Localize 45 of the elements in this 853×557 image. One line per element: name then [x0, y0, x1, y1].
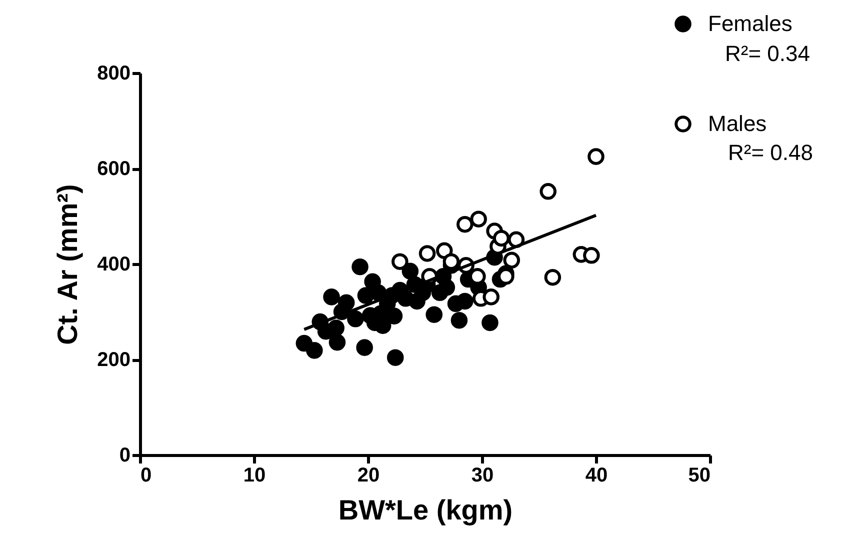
- point: [374, 317, 392, 334]
- y-axis-title: Ct. Ar (mm²): [52, 184, 84, 345]
- point: [338, 294, 355, 312]
- point: [418, 245, 436, 262]
- point: [482, 314, 498, 332]
- point: [306, 342, 323, 359]
- point: [492, 230, 510, 247]
- point: [438, 279, 456, 296]
- point: [456, 292, 474, 310]
- x-tick-label: 20: [357, 464, 380, 486]
- point: [544, 268, 562, 286]
- x-tick-label: 0: [140, 464, 152, 486]
- x-axis-title: BW*Le (kgm): [338, 494, 513, 526]
- y-tick-label: 600: [97, 158, 130, 180]
- point: [426, 306, 443, 323]
- text: R²= 0.48: [728, 140, 813, 165]
- point: [392, 253, 408, 270]
- point: [328, 334, 346, 351]
- x-tick-label: 30: [471, 464, 494, 486]
- point: [323, 288, 340, 306]
- text: R²= 0.34: [725, 41, 810, 66]
- point: [386, 308, 403, 324]
- x-tick-label: 40: [585, 464, 608, 486]
- point: [583, 247, 600, 264]
- y-tick-label: 200: [97, 349, 130, 371]
- point: [347, 310, 364, 328]
- point: [482, 288, 500, 306]
- y-tick-label: 0: [119, 444, 130, 466]
- x-tick-label: 10: [243, 464, 266, 486]
- point: [386, 349, 404, 366]
- point: [328, 320, 344, 336]
- point: [540, 183, 557, 200]
- point: [470, 210, 487, 228]
- x-tick-label: 50: [688, 464, 710, 486]
- point: [436, 242, 453, 260]
- point: [356, 339, 373, 356]
- y-tick-label: 400: [97, 254, 130, 276]
- point: [503, 252, 520, 269]
- legend-label: Females: [708, 11, 792, 36]
- point: [588, 148, 604, 165]
- legend-label: Males: [708, 111, 767, 136]
- point: [450, 312, 468, 329]
- point: [352, 258, 368, 276]
- point: [456, 216, 474, 233]
- y-tick-label: 800: [97, 62, 130, 84]
